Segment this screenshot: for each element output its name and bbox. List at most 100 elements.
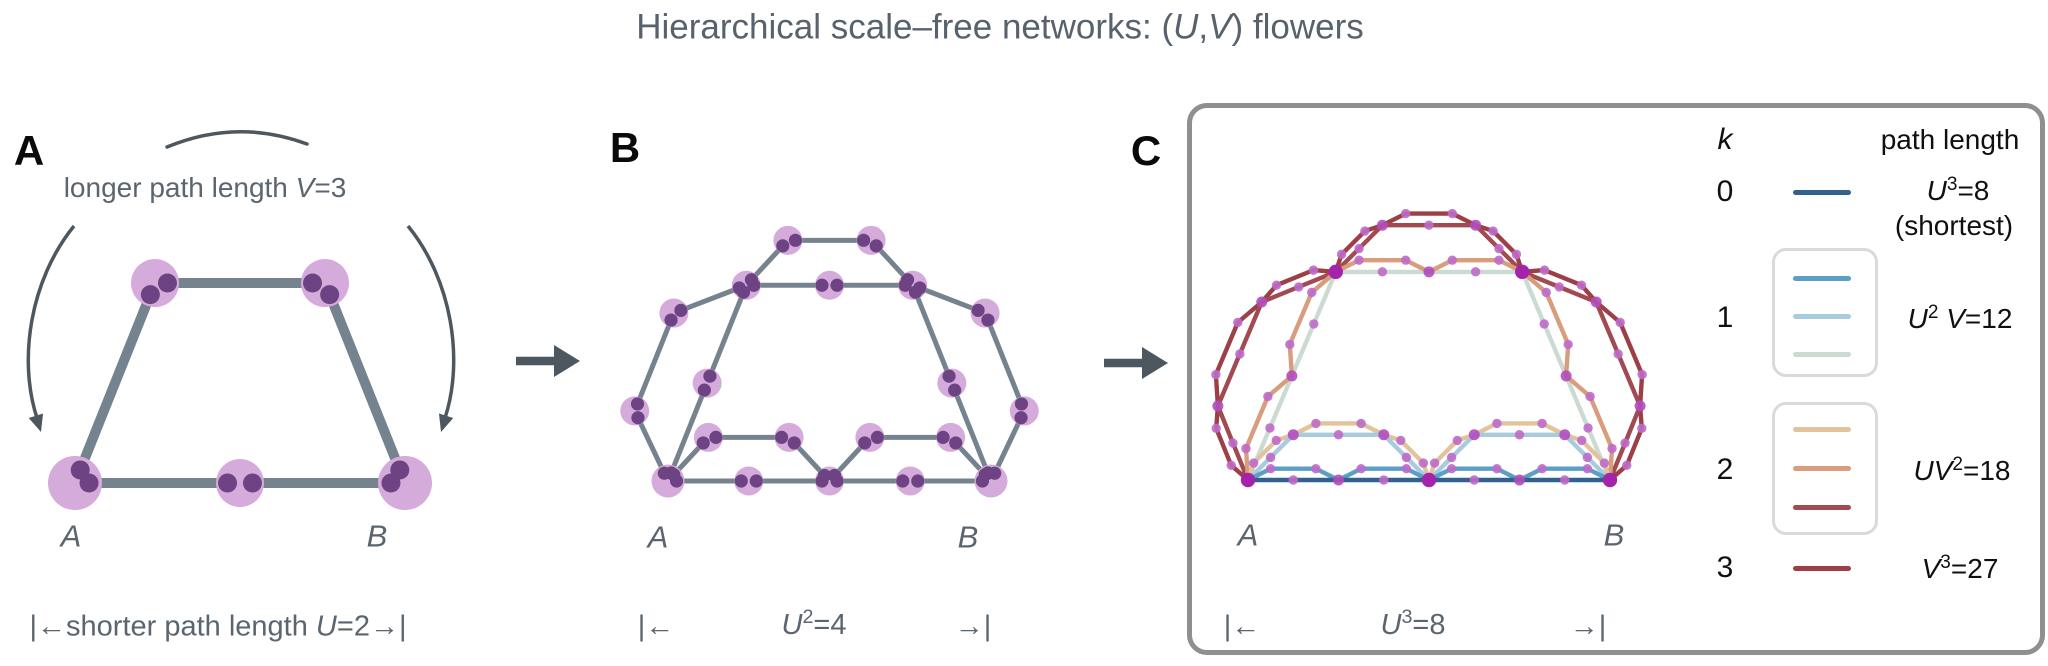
path-vertex [1585, 391, 1595, 402]
node-port-dot [971, 303, 985, 317]
panel-c-frame [1187, 103, 2045, 655]
path-vertex [1423, 266, 1435, 278]
node-port-dot [856, 233, 871, 247]
panel-c-network [1211, 208, 1647, 488]
node-port-dot [936, 430, 950, 444]
panel-a-node-label-a: A [60, 518, 82, 554]
legend-group-box-k2 [1772, 402, 1878, 535]
network-edge [704, 284, 749, 385]
path-vertex [1613, 349, 1623, 359]
legend-swatch-k2-2 [1793, 504, 1851, 510]
panel-b-network [620, 225, 1039, 498]
figure-title: Hierarchical scale–free networks: (U,V) … [636, 7, 1364, 47]
path-vertex [1582, 452, 1593, 463]
panel-c-node-label-b: B [1603, 517, 1625, 553]
node-port-dot [303, 273, 323, 293]
panel-c-node-label-a: A [1237, 517, 1259, 553]
path-vertex [1378, 429, 1390, 441]
panel-c-ruler-mid: U3=8 [1380, 606, 1446, 641]
legend-swatch-k2-0 [1793, 426, 1851, 432]
node-port-dot [913, 281, 927, 295]
path-vertex [1265, 463, 1276, 474]
legend-label-k0: U3=8 [1926, 173, 1990, 207]
path-vertex [1288, 475, 1298, 485]
path-vertex [1240, 472, 1256, 488]
path-vertex [1228, 438, 1238, 448]
path-vertex [1577, 435, 1587, 446]
path-vertex [1576, 280, 1587, 290]
node-port-dot [787, 436, 801, 450]
path-vertex [1287, 429, 1299, 441]
path-vertex [1241, 443, 1251, 454]
path-k1-VUU [1245, 269, 1613, 483]
legend-header-k: k [1717, 123, 1733, 156]
path-k2-VUV [1243, 258, 1615, 483]
node-port-dot [320, 285, 340, 305]
path-vertex [1233, 317, 1243, 328]
path-vertex [1470, 219, 1482, 231]
network-edge [632, 312, 677, 412]
node-port-dot [664, 313, 678, 327]
path-k3-VVV [1213, 211, 1645, 483]
panel-b-node-label-b: B [957, 519, 979, 555]
path-vertex [1286, 370, 1298, 382]
path-vertex [1634, 400, 1646, 412]
path-vertex [1514, 430, 1525, 440]
panel-b-ruler-left: |← [637, 610, 675, 643]
path-vertex [1537, 418, 1547, 429]
path-vertex [1211, 423, 1221, 433]
node-port-dot [896, 474, 910, 488]
path-vertex [1492, 463, 1502, 474]
network-edge [910, 284, 955, 385]
node-port-dot [749, 474, 763, 488]
panel-a-annotation: longer path length V=3 [63, 172, 347, 203]
node-port-dot [631, 411, 645, 425]
node-port-dot [900, 273, 915, 287]
path-vertex [1637, 369, 1647, 380]
network-edge [982, 312, 1027, 412]
legend-k-3: 3 [1716, 551, 1734, 584]
path-vertex [1424, 220, 1434, 230]
path-vertex [1333, 474, 1344, 486]
path-vertex [1537, 463, 1547, 474]
panel-b-ruler-mid: U2=4 [781, 606, 847, 641]
legend-header-path-length: path length [1880, 124, 2020, 155]
network-edge [949, 382, 994, 482]
network-edge [320, 281, 410, 485]
node-port-dot [157, 273, 177, 293]
path-vertex [1494, 243, 1504, 254]
path-vertex [1421, 472, 1437, 488]
node-port-dot [774, 430, 789, 444]
node-port-dot [140, 285, 160, 305]
node-port-dot [697, 383, 711, 397]
path-vertex [1235, 349, 1245, 359]
path-vertex [1446, 452, 1457, 463]
curved-arrow-left [26, 224, 76, 419]
path-vertex [1607, 443, 1617, 454]
node-port-dot [815, 278, 829, 292]
path-vertex [1328, 264, 1343, 280]
path-vertex [1492, 418, 1502, 429]
path-vertex [1265, 452, 1276, 463]
node-port-dot [948, 383, 962, 397]
panel-a-ruler: |←shorter path length U=2→| [29, 610, 407, 643]
path-vertex [1541, 287, 1551, 298]
path-vertex [1271, 280, 1282, 290]
path-vertex [1602, 472, 1618, 488]
path-vertex [1582, 463, 1593, 474]
path-vertex [1559, 429, 1571, 441]
node-port-dot [630, 397, 645, 411]
legend-sublabel-k0: (shortest) [1894, 210, 2014, 241]
path-vertex [1418, 458, 1429, 468]
panel-c-ruler-right: →| [1569, 610, 1607, 643]
path-vertex [1400, 255, 1411, 265]
path-vertex [1488, 226, 1498, 236]
legend-k-2: 2 [1716, 453, 1734, 486]
network-node [815, 270, 844, 300]
node-port-dot [942, 369, 956, 383]
path-vertex [1539, 319, 1549, 329]
path-vertex [1226, 460, 1236, 470]
node-port-dot [830, 278, 844, 292]
path-vertex [1554, 282, 1564, 292]
